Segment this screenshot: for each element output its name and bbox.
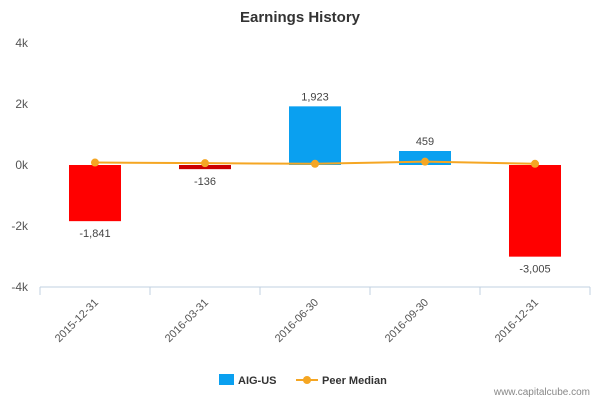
bar-data-label: 459	[416, 136, 434, 148]
bar[interactable]	[69, 165, 121, 222]
legend-label-aig-us: AIG-US	[238, 375, 277, 387]
x-tick-label: 2016-12-31	[493, 297, 541, 345]
y-tick-label: 0k	[15, 158, 29, 172]
bar-data-label: -1,841	[79, 228, 110, 240]
y-axis-ticks: 4k 2k 0k -2k -4k	[11, 36, 29, 294]
legend-label-peer-median: Peer Median	[322, 375, 387, 387]
x-tick-label: 2015-12-31	[53, 297, 101, 345]
peer-median-point[interactable]	[421, 157, 429, 166]
x-axis: 2015-12-31 2016-03-31 2016-06-30 2016-09-30…	[39, 286, 591, 345]
peer-median-point[interactable]	[91, 158, 99, 167]
y-tick-label: -2k	[11, 219, 29, 233]
peer-median-series	[91, 157, 539, 168]
y-tick-label: -4k	[11, 280, 29, 294]
chart-title: Earnings History	[240, 9, 361, 26]
peer-median-point[interactable]	[201, 159, 209, 168]
bar-data-label: -136	[194, 176, 216, 188]
bar-data-label: 1,923	[301, 91, 329, 103]
legend-marker-peer-median	[303, 376, 311, 384]
bar-series	[69, 106, 561, 257]
legend-swatch-aig-us	[219, 374, 234, 385]
bar[interactable]	[509, 165, 561, 257]
y-tick-label: 2k	[15, 97, 29, 111]
bar-data-label: -3,005	[519, 264, 550, 276]
x-tick-label: 2016-06-30	[273, 297, 321, 345]
legend[interactable]: AIG-US Peer Median	[219, 374, 387, 387]
peer-median-point[interactable]	[311, 159, 319, 168]
bar[interactable]	[289, 106, 341, 165]
bar-data-labels: -1,841 -136 1,923 459 -3,005	[79, 91, 550, 275]
y-tick-label: 4k	[15, 36, 29, 50]
watermark: www.capitalcube.com	[493, 387, 590, 398]
x-tick-label: 2016-09-30	[383, 297, 431, 345]
x-tick-label: 2016-03-31	[163, 297, 211, 345]
peer-median-point[interactable]	[531, 159, 539, 168]
